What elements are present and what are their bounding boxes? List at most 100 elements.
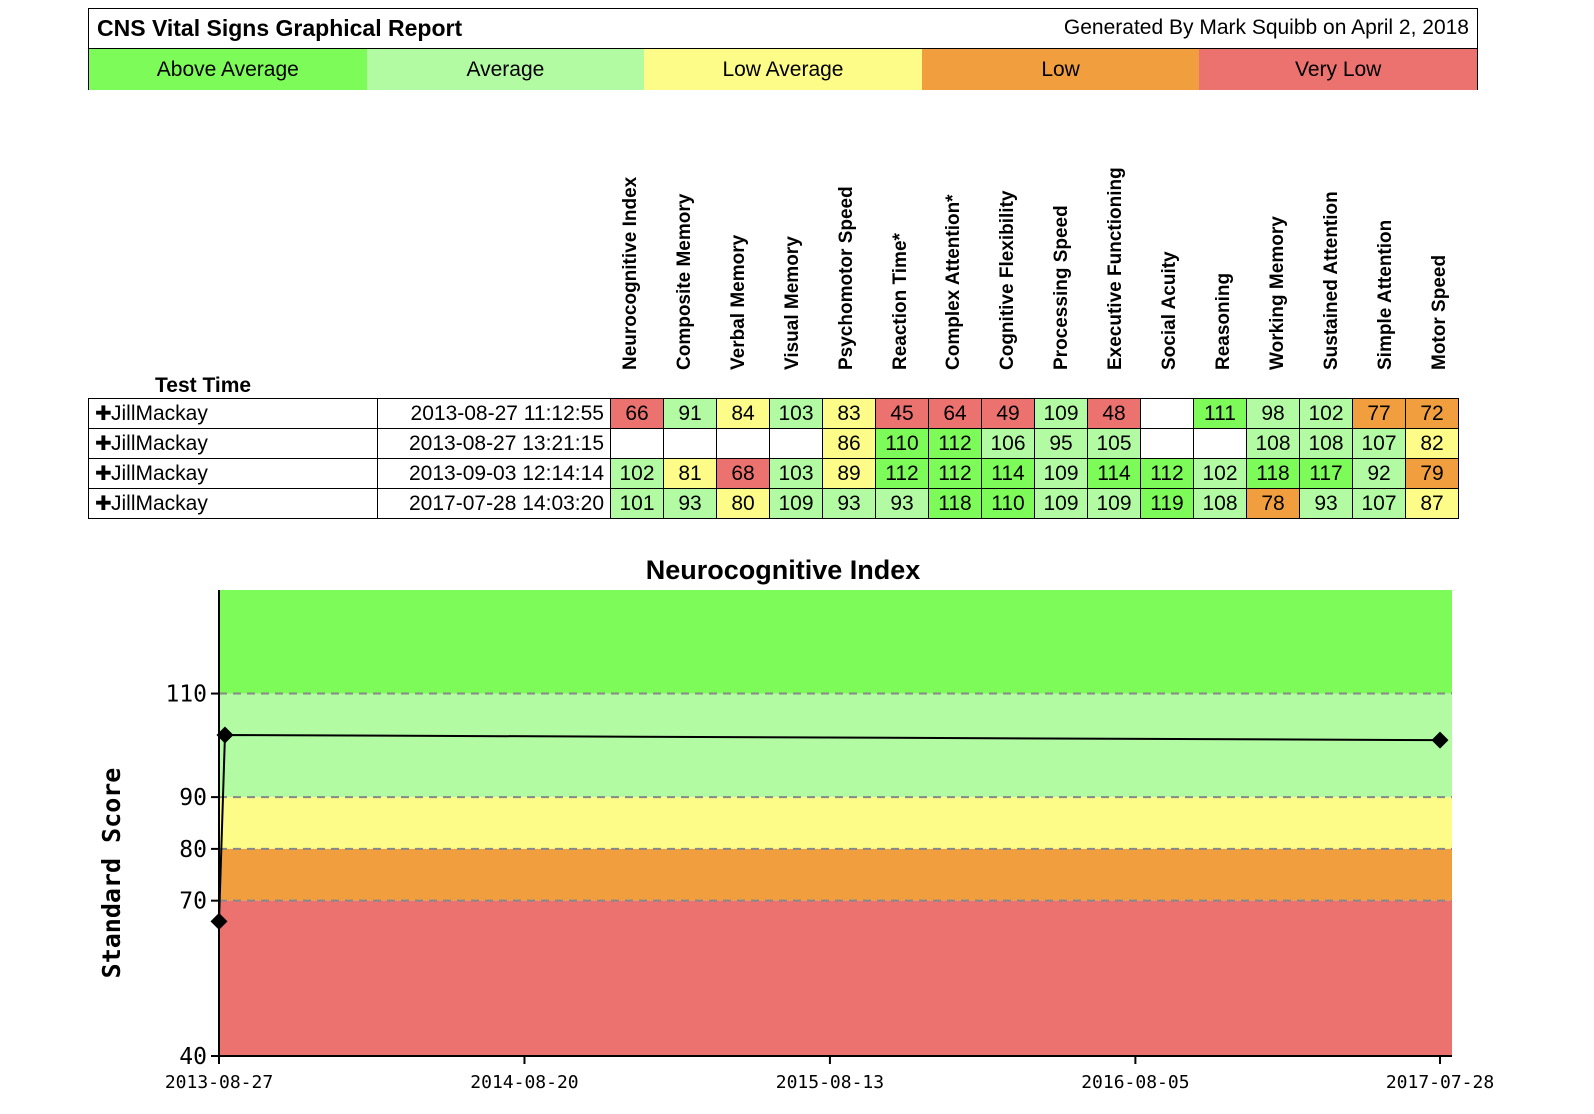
legend-low: Low	[921, 49, 1200, 90]
test-time-cell: 2013-08-27 11:12:55	[377, 398, 611, 429]
legend-low-average: Low Average	[644, 49, 922, 90]
test-time-cell: 2013-08-27 13:21:15	[377, 428, 611, 459]
expand-plus-icon[interactable]: ✚	[95, 463, 112, 485]
score-cell: 103	[769, 458, 823, 489]
score-cell: 109	[1034, 488, 1088, 519]
x-tick-label: 2017-07-28	[1386, 1072, 1494, 1093]
score-cell: 110	[981, 488, 1035, 519]
score-cell: 64	[928, 398, 982, 429]
column-header-label: Simple Attention	[1374, 219, 1396, 370]
y-tick-label: 80	[179, 837, 207, 863]
table-row[interactable]: ✚JillMackay 2013-09-03 12:14:14 102 81 68 103…	[88, 458, 1459, 489]
score-cell: 103	[769, 398, 823, 429]
score-cell: 112	[928, 458, 982, 489]
test-time-header: Test Time	[155, 374, 252, 397]
score-cell: 114	[981, 458, 1035, 489]
score-cell: 102	[610, 458, 664, 489]
score-cell	[1193, 428, 1247, 459]
column-header-label: Social Acuity	[1159, 251, 1180, 370]
column-header-label: Working Memory	[1266, 216, 1288, 370]
column-header: Working Memory	[1251, 110, 1305, 394]
column-header: Motor Speed	[1413, 110, 1467, 394]
y-tick-label: 110	[165, 682, 207, 708]
patient-name-cell[interactable]: ✚JillMackay	[88, 428, 378, 459]
column-header: Sustained Attention	[1305, 110, 1359, 394]
column-header: Processing Speed	[1035, 110, 1089, 394]
score-cell: 108	[1299, 428, 1353, 459]
column-header-label: Motor Speed	[1428, 254, 1450, 370]
score-cell: 119	[1140, 488, 1194, 519]
score-cell: 109	[1087, 488, 1141, 519]
column-header: Social Acuity	[1143, 110, 1197, 394]
score-cell: 106	[981, 428, 1035, 459]
score-cell: 107	[1352, 428, 1406, 459]
column-header-label: Verbal Memory	[727, 234, 749, 370]
score-cell: 91	[663, 398, 717, 429]
column-header-label: Reasoning	[1212, 272, 1234, 370]
score-cell	[1140, 398, 1194, 429]
score-cell: 66	[610, 398, 664, 429]
patient-name: JillMackay	[111, 492, 208, 515]
score-cell: 68	[716, 458, 770, 489]
chart-title: Neurocognitive Index	[646, 555, 921, 585]
column-header: Composite Memory	[658, 110, 712, 394]
score-cell: 109	[1034, 458, 1088, 489]
generated-by-text: Generated By Mark Squibb on April 2, 201…	[1063, 16, 1469, 39]
column-header-label: Processing Speed	[1051, 205, 1073, 370]
score-cell: 84	[716, 398, 770, 429]
score-cell: 87	[1405, 488, 1459, 519]
score-cell: 108	[1246, 428, 1300, 459]
score-cell: 102	[1193, 458, 1247, 489]
column-header: Reaction Time*	[874, 110, 928, 394]
column-header: Verbal Memory	[712, 110, 766, 394]
patient-name: JillMackay	[111, 462, 208, 485]
legend-average: Average	[366, 49, 645, 90]
report-header: CNS Vital Signs Graphical Report Generat…	[88, 8, 1478, 90]
score-cell: 105	[1087, 428, 1141, 459]
score-cell: 114	[1087, 458, 1141, 489]
table-row[interactable]: ✚JillMackay 2017-07-28 14:03:20 101 93 80 109…	[88, 488, 1459, 519]
neurocognitive-index-chart: Neurocognitive Index 40 70 80 90 110 2013-08-2…	[97, 555, 1494, 1093]
column-header-label: Sustained Attention	[1320, 191, 1342, 370]
score-cell: 93	[875, 488, 929, 519]
score-cell: 109	[769, 488, 823, 519]
score-cell: 111	[1193, 398, 1247, 429]
table-row[interactable]: ✚JillMackay 2013-08-27 11:12:55 66 91 84 103 8…	[88, 398, 1459, 429]
score-cell: 102	[1299, 398, 1353, 429]
score-cell: 48	[1087, 398, 1141, 429]
score-cell: 98	[1246, 398, 1300, 429]
table-row[interactable]: ✚JillMackay 2013-08-27 13:21:15 86 110 112 10…	[88, 428, 1459, 459]
score-cell: 82	[1405, 428, 1459, 459]
legend-very-low: Very Low	[1199, 49, 1477, 90]
score-cell: 112	[875, 458, 929, 489]
column-header-label: Cognitive Flexibility	[997, 190, 1019, 370]
column-header-label: Composite Memory	[673, 193, 695, 370]
score-cell: 83	[822, 398, 876, 429]
score-cell: 109	[1034, 398, 1088, 429]
column-header-label: Psychomotor Speed	[835, 186, 857, 370]
expand-plus-icon[interactable]: ✚	[95, 433, 112, 455]
column-header: Cognitive Flexibility	[981, 110, 1035, 394]
band-average	[219, 693, 1452, 798]
column-header: Executive Functioning	[1089, 110, 1143, 394]
column-header-label: Executive Functioning	[1105, 167, 1127, 370]
score-cell: 79	[1405, 458, 1459, 489]
column-header-label: Complex Attention*	[943, 194, 965, 370]
score-cell	[716, 428, 770, 459]
expand-plus-icon[interactable]: ✚	[95, 493, 112, 515]
expand-plus-icon[interactable]: ✚	[95, 403, 112, 425]
score-cell: 101	[610, 488, 664, 519]
test-time-cell: 2013-09-03 12:14:14	[377, 458, 611, 489]
column-header: Psychomotor Speed	[820, 110, 874, 394]
score-cell: 112	[928, 428, 982, 459]
x-tick-label: 2014-08-20	[470, 1072, 578, 1093]
score-cell	[610, 428, 664, 459]
score-cell: 93	[822, 488, 876, 519]
score-cell: 86	[822, 428, 876, 459]
patient-name-cell[interactable]: ✚JillMackay	[88, 488, 378, 519]
patient-name-cell[interactable]: ✚JillMackay	[88, 398, 378, 429]
patient-name-cell[interactable]: ✚JillMackay	[88, 458, 378, 489]
patient-name: JillMackay	[111, 402, 208, 425]
header-bar: CNS Vital Signs Graphical Report Generat…	[89, 9, 1477, 49]
score-cell: 108	[1193, 488, 1247, 519]
